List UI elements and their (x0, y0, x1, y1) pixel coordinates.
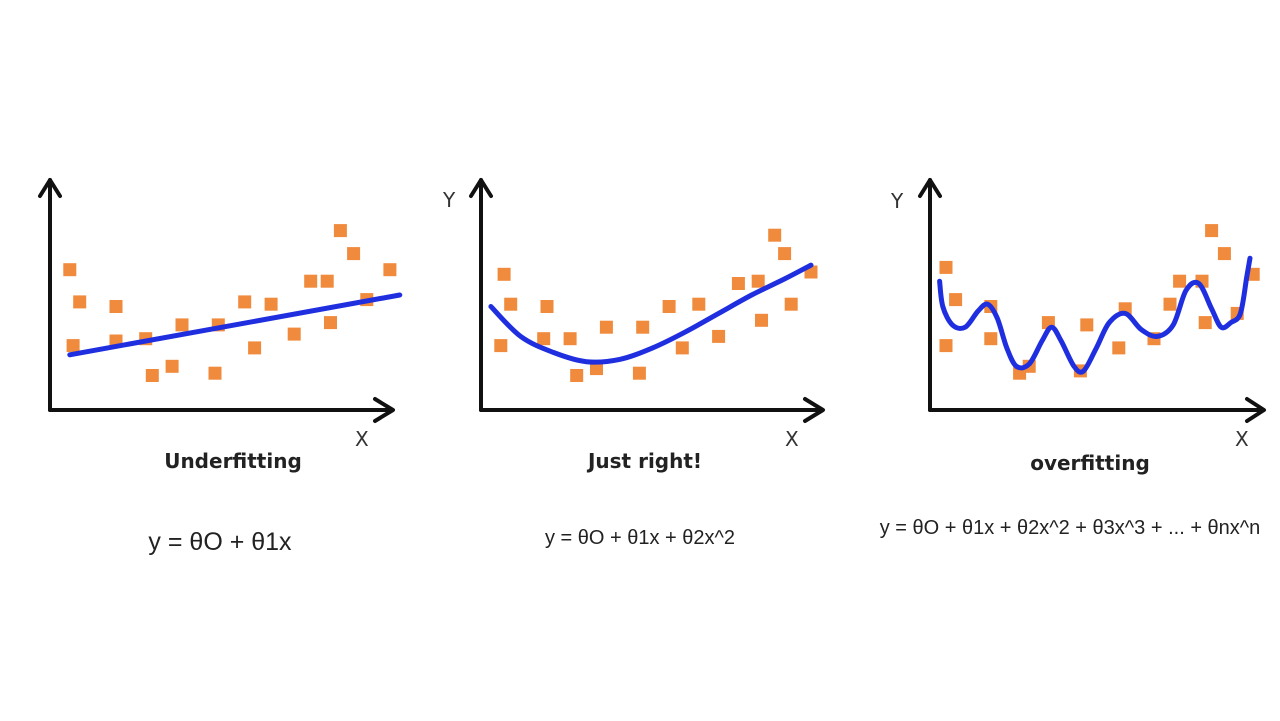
data-point (109, 300, 123, 313)
data-point (1173, 274, 1187, 288)
fit-line (67, 292, 403, 358)
just-right-equation: y = θO + θ1x + θ2x^2 (544, 527, 736, 549)
overfitting-equation: y = θO + θ1x + θ2x^2 + θ3x^3 + ... + θnx… (879, 517, 1261, 539)
overfitting-panel: Y X overfitting (890, 178, 1266, 475)
data-point (1112, 341, 1126, 355)
data-point (66, 339, 80, 353)
data-point (778, 247, 792, 261)
underfitting-equation: y = θO + θ1x (148, 528, 292, 556)
data-point (504, 297, 518, 311)
panel-title: Underfitting (164, 449, 302, 473)
data-point (939, 339, 953, 353)
data-point (175, 318, 189, 332)
data-point (712, 329, 726, 343)
data-point (238, 295, 252, 309)
fit-curve (488, 262, 814, 365)
data-point (636, 320, 650, 334)
y-axis-label: Y (890, 189, 904, 213)
just-right-panel: Y X Just right! (442, 178, 825, 473)
data-point (347, 247, 361, 261)
data-point (599, 320, 613, 334)
data-point (165, 359, 179, 373)
panel-title: overfitting (1030, 451, 1150, 475)
data-point (768, 228, 782, 242)
data-point (320, 274, 334, 288)
data-point (590, 362, 603, 376)
x-axis-label: X (1235, 427, 1249, 451)
data-point (751, 274, 765, 288)
data-point (675, 341, 689, 355)
data-point (784, 297, 798, 311)
x-axis-arrowhead (1245, 397, 1266, 423)
x-axis-label: X (785, 427, 799, 451)
data-point (324, 316, 337, 330)
data-point (383, 263, 397, 277)
data-point (939, 260, 953, 274)
x-axis-label: X (355, 427, 369, 451)
data-points (494, 228, 818, 382)
data-point (1080, 318, 1094, 332)
data-point (1217, 247, 1231, 261)
data-point (208, 366, 222, 380)
y-axis-arrowhead (918, 178, 942, 198)
x-axis-arrowhead (803, 397, 825, 423)
data-point (570, 369, 584, 382)
data-point (497, 267, 511, 281)
fit-curve (937, 255, 1253, 375)
data-point (145, 369, 159, 382)
data-point (755, 313, 768, 327)
data-point (1198, 316, 1212, 330)
data-point (563, 332, 577, 346)
data-point (949, 293, 963, 307)
data-point (63, 263, 77, 277)
data-point (333, 224, 347, 238)
data-point (1163, 297, 1177, 311)
data-point (692, 297, 706, 311)
data-point (662, 300, 676, 313)
underfitting-panel: X Underfitting (38, 178, 403, 473)
data-point (248, 341, 262, 355)
data-point (731, 277, 745, 290)
data-point (304, 274, 318, 288)
data-point (287, 327, 301, 341)
y-axis-arrowhead (469, 178, 493, 198)
data-point (540, 300, 554, 313)
data-point (494, 339, 508, 353)
data-point (537, 332, 551, 346)
x-axis-arrowhead (373, 397, 395, 423)
data-point (632, 366, 646, 380)
data-point (73, 295, 87, 309)
data-point (264, 297, 278, 311)
data-point (984, 332, 998, 346)
data-point (1205, 224, 1219, 238)
y-axis-label: Y (442, 188, 456, 212)
y-axis-arrowhead (38, 178, 62, 198)
panel-title: Just right! (586, 449, 702, 473)
